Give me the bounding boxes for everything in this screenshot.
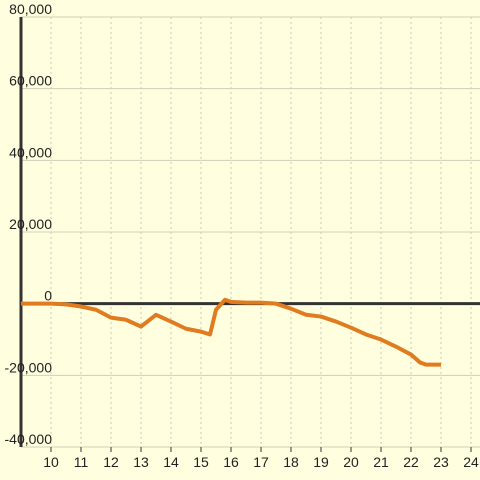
x-tick-label: 17 [253,454,269,470]
x-tick-label: 16 [223,454,239,470]
x-tick-label: 23 [433,454,449,470]
x-tick-label: 10 [43,454,59,470]
y-tick-label: -20,000 [5,359,53,375]
x-tick-label: 15 [193,454,209,470]
y-tick-label: 40,000 [9,144,52,160]
x-tick-label: 18 [283,454,299,470]
x-tick-label: 19 [313,454,329,470]
x-tick-label: 20 [343,454,359,470]
line [21,297,441,367]
y-tick-label: 80,000 [9,1,52,17]
x-tick-label: 24 [463,454,479,470]
y-tick-label: 0 [44,288,52,304]
x-tick-label: 14 [163,454,179,470]
x-tick-label: 21 [373,454,389,470]
y-tick-label: -40,000 [5,431,53,447]
x-tick-label: 22 [403,454,419,470]
y-tick-label: 20,000 [9,216,52,232]
x-tick-label: 11 [74,454,89,470]
x-tick-label: 13 [133,454,149,470]
x-tick-label: 12 [103,454,119,470]
y-tick-label: 60,000 [9,73,52,89]
